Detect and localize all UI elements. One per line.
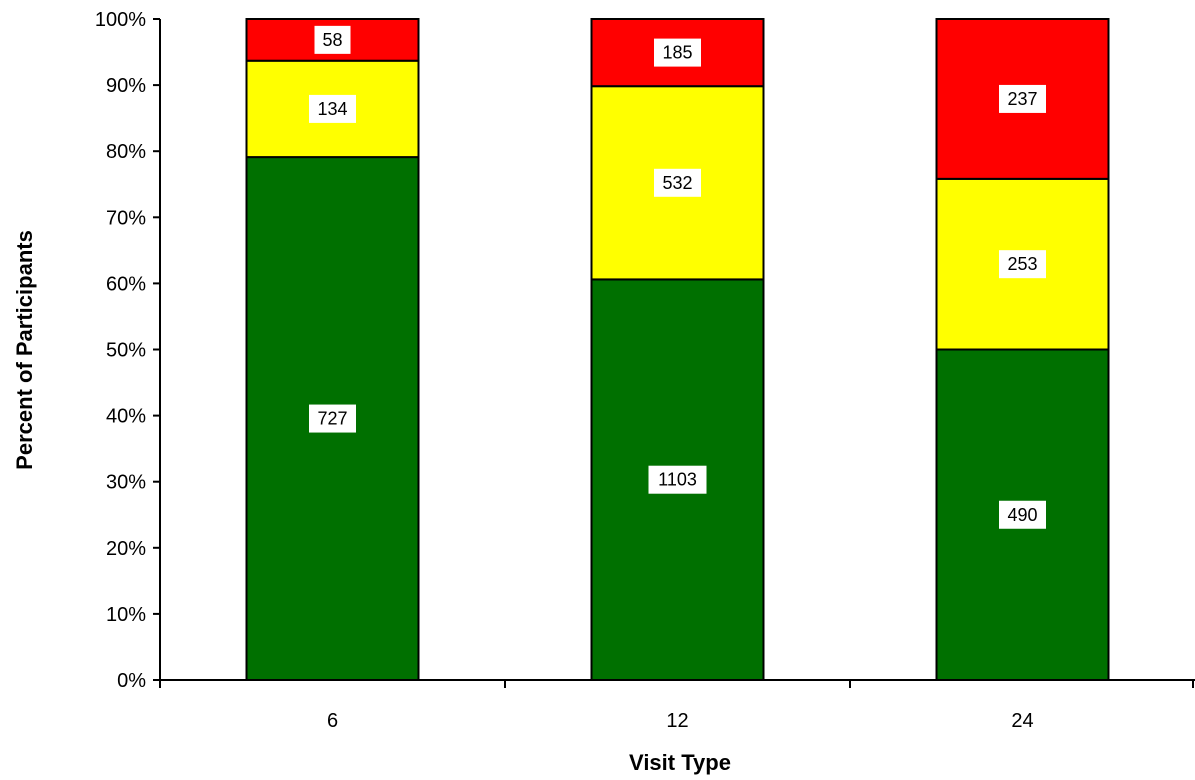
y-tick-label-0: 0% [117,670,146,692]
y-tick-label-9: 90% [106,75,146,97]
y-axis-title: Percent of Participants [12,230,37,470]
data-label-12-2: 532 [662,173,692,193]
y-tick-label-1: 10% [106,604,146,626]
data-label-6-2: 134 [317,99,347,119]
y-tick-label-2: 20% [106,538,146,560]
y-tick-label-8: 80% [106,141,146,163]
data-label-6-3: 58 [322,30,342,50]
y-tick-label-4: 40% [106,406,146,428]
data-label-box-6-1 [309,404,356,433]
x-tick-label-12: 12 [666,710,688,732]
data-label-24-1: 490 [1007,505,1037,525]
data-label-box-12-2 [654,168,701,197]
data-label-6-1: 727 [317,409,347,429]
data-label-24-2: 253 [1007,254,1037,274]
axes-layer: 6 12 24 0% 10% 20% 30% 40% 50% 60% 70% 80% 90% 100% [95,9,1195,732]
data-label-box-24-3 [999,84,1046,113]
y-tick-label-10: 100% [95,9,146,31]
x-tick-label-6: 6 [327,710,338,732]
data-labels-layer: 727 134 58 1103 532 185 490 253 237 [309,25,1046,529]
x-tick-label-24: 24 [1011,710,1033,732]
data-label-box-6-3 [314,25,351,54]
y-tick-label-7: 70% [106,207,146,229]
data-label-12-1: 1103 [658,470,697,490]
data-label-box-12-1 [648,465,707,494]
y-tick-label-3: 30% [106,472,146,494]
data-label-box-24-1 [999,500,1046,529]
bars-layer [245,18,1110,681]
x-axis-title: Visit Type [629,750,731,775]
y-tick-label-5: 50% [106,340,146,362]
data-label-12-3: 185 [662,43,692,63]
data-label-box-12-3 [654,38,701,67]
data-label-box-6-2 [309,94,356,123]
bar-segment-24-2 [935,177,1110,351]
y-tick-label-6: 60% [106,273,146,295]
data-label-24-3: 237 [1007,89,1037,109]
data-label-box-24-2 [999,250,1046,279]
